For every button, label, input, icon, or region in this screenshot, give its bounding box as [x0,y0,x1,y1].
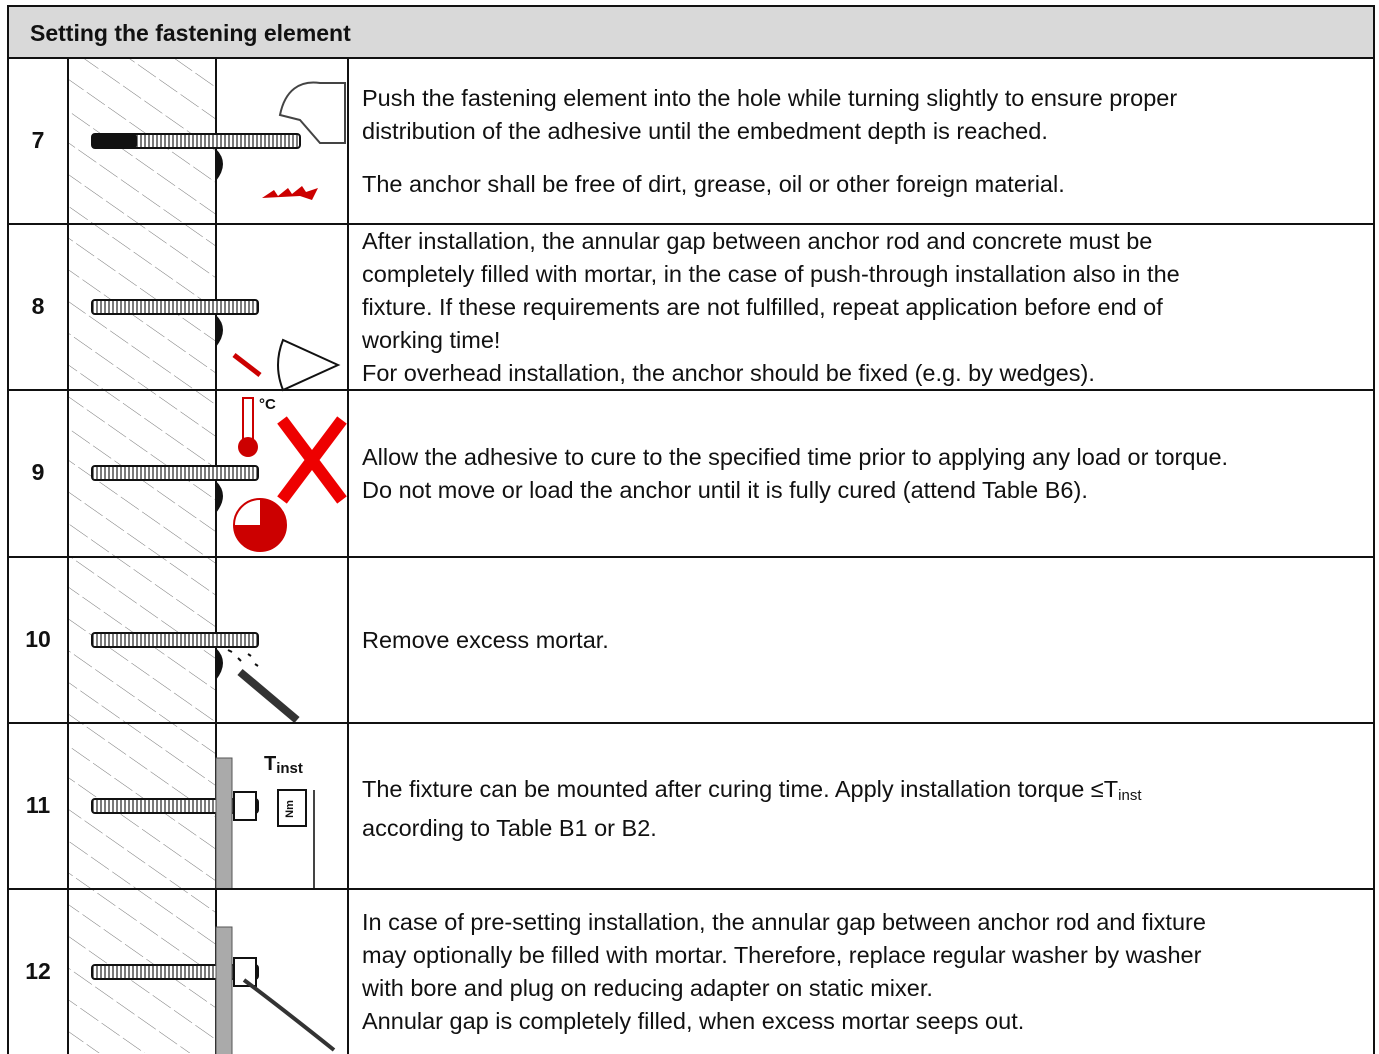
hand [278,81,346,144]
fixture [215,757,233,890]
text-line: After installation, the annular gap betw… [362,227,1153,254]
anchor-rod [91,632,259,648]
step-number: 7 [31,127,45,153]
mortar-spray [227,649,259,667]
mortar-bead [216,315,223,347]
illustrations [69,58,347,1054]
text-line: according to Table B1 or B2. [362,815,657,841]
text-line: may optionally be filled with mortar. Th… [362,941,1202,968]
step-text: Allow the adhesive to cure to the specif… [362,441,1367,507]
arrow [232,353,262,377]
mortar-bead [216,149,223,181]
header-bg [8,6,1374,58]
text-line: Allow the adhesive to cure to the specif… [362,443,1229,470]
table-title: Setting the fastening element [30,20,351,46]
text-line: Do not move or load the anchor until it … [362,476,1088,503]
anchor-rod [91,465,259,481]
fixture [215,926,233,1054]
text-line: Annular gap is completely filled, when e… [362,1007,1025,1034]
turn-arrow [262,186,318,200]
step-number: 9 [31,459,45,485]
subscript: inst [1118,787,1142,804]
step-text: The fixture can be mounted after curing … [362,773,1367,845]
step-number: 10 [25,626,51,652]
text-line: distribution of the adhesive until the e… [362,117,1048,144]
thermometer-bulb [238,437,258,457]
step-number: 11 [25,792,51,818]
paragraph: After installation, the annular gap betw… [362,225,1367,390]
eye [277,338,341,392]
mortar [92,133,137,149]
step-text: Remove excess mortar. [362,624,1367,657]
step-number: 12 [25,958,51,984]
paragraph: Remove excess mortar. [362,624,1367,657]
step-number: 8 [31,293,45,319]
text-line: The fixture can be mounted after curing … [362,773,1367,812]
nut [233,791,257,821]
text-line: Remove excess mortar. [362,626,609,653]
paragraph: Push the fastening element into the hole… [362,82,1367,148]
illustration-label: Tinst [264,753,303,777]
text-line: working time! [362,326,501,353]
text-line: completely filled with mortar, in the ca… [362,260,1180,287]
illustration-label: °C [259,396,276,413]
paragraph: In case of pre-setting installation, the… [362,906,1367,1038]
mixer-tube [242,978,336,1052]
text-line: For overhead installation, the anchor sh… [362,359,1095,386]
mortar-bead [216,481,223,513]
torque-wrench [277,789,307,827]
step-text: Push the fastening element into the hole… [362,82,1367,201]
step-text: After installation, the annular gap betw… [362,225,1367,390]
text-line: Push the fastening element into the hole… [362,84,1178,111]
spatula [237,668,300,724]
step-text: In case of pre-setting installation, the… [362,906,1367,1038]
text-line: In case of pre-setting installation, the… [362,908,1206,935]
unit-label: Nm [283,800,296,818]
text: The fixture can be mounted after curing … [362,776,1119,802]
mortar-bead [216,648,223,680]
symbol: T [264,753,277,775]
thermometer [242,397,254,444]
grid [7,5,1375,1054]
anchor-rod [91,299,259,315]
text-line: fixture. If these requirements are not f… [362,293,1163,320]
nut [233,957,257,987]
text-line: The anchor shall be free of dirt, grease… [362,170,1065,197]
clock-face [235,500,260,525]
x-mark [277,416,347,504]
paragraph: Allow the adhesive to cure to the specif… [362,441,1367,507]
paragraph: The anchor shall be free of dirt, grease… [362,168,1367,201]
text-line: with bore and plug on reducing adapter o… [362,974,933,1001]
subscript: inst [276,760,303,777]
